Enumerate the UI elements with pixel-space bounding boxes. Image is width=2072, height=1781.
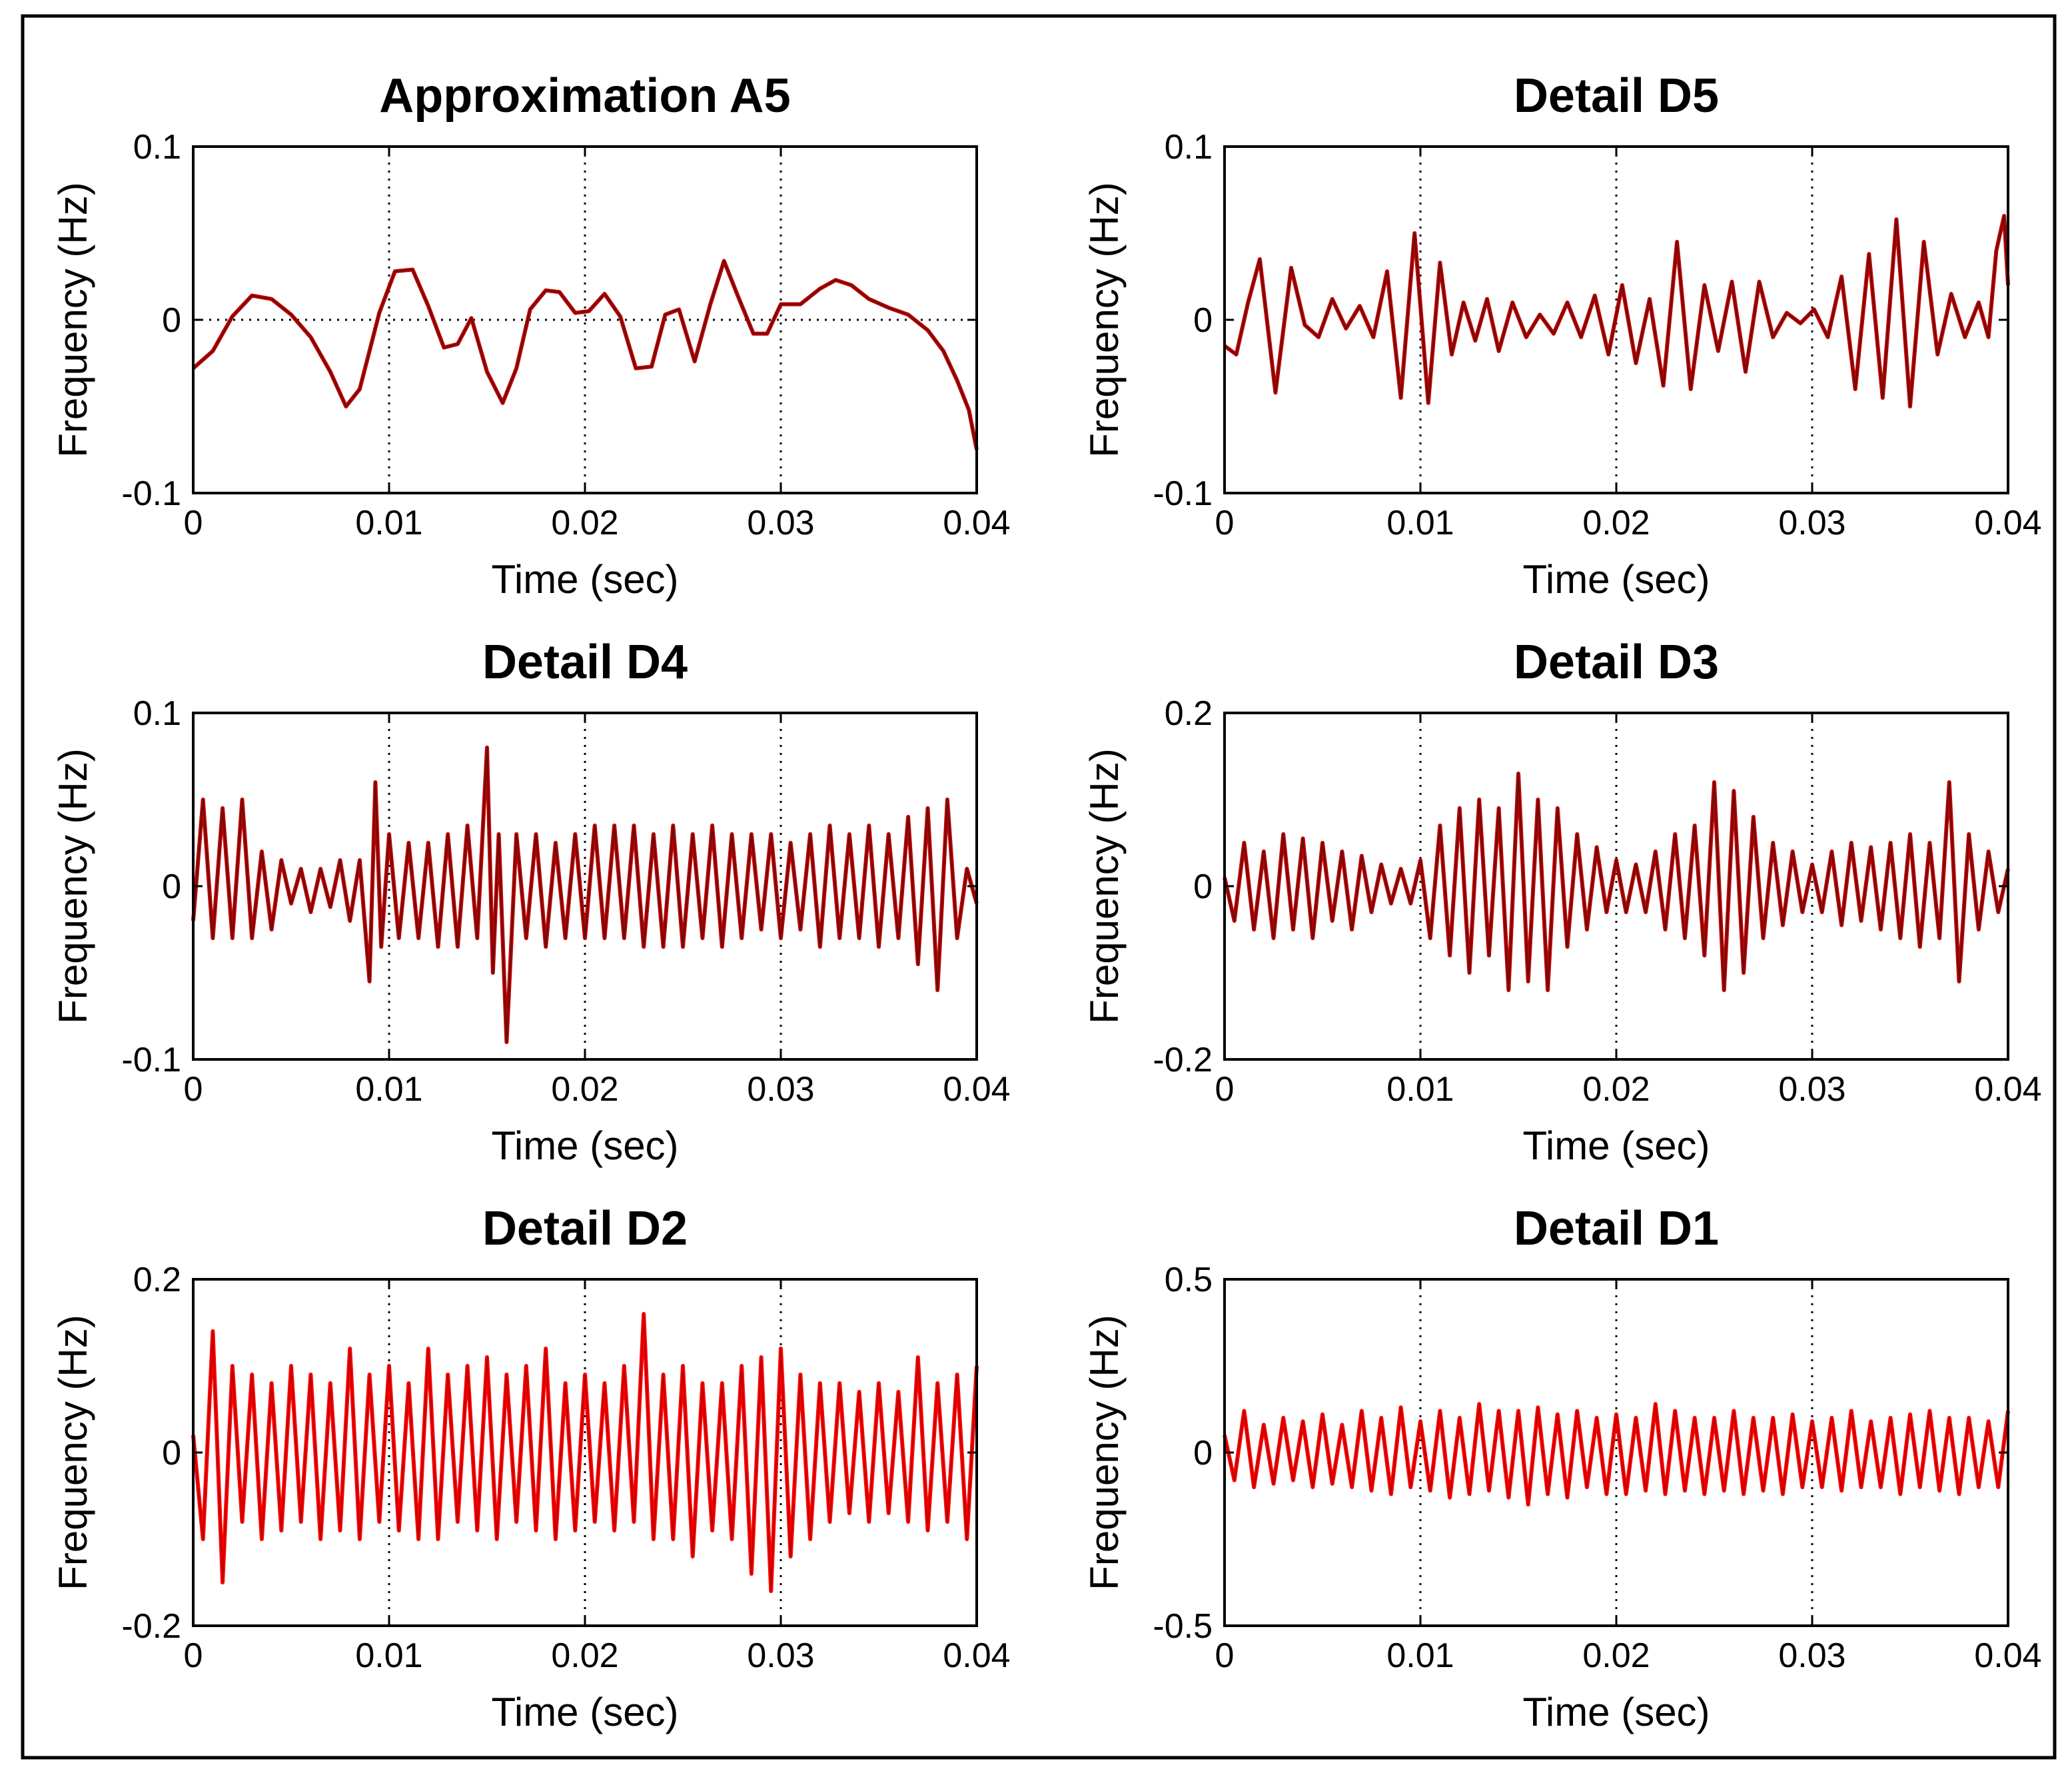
x-tick-label: 0.04: [1974, 504, 2041, 542]
x-tick-label: 0.02: [551, 1070, 618, 1109]
y-tick-label: 0.1: [133, 128, 181, 167]
y-tick-label: -0.5: [1153, 1607, 1213, 1646]
x-tick-label: 0.01: [355, 1070, 422, 1109]
x-tick-label: 0.04: [943, 1070, 1010, 1109]
x-tick-label: 0.03: [1778, 1636, 1845, 1675]
signal-line-shadow: [193, 747, 977, 1043]
x-tick-label: 0.02: [1582, 1070, 1650, 1109]
subplot-title: Detail D4: [482, 636, 688, 689]
x-tick-label: 0.03: [1778, 1070, 1845, 1109]
x-axis-label: Time (sec): [491, 1690, 678, 1734]
x-tick-label: 0: [1215, 1070, 1235, 1109]
y-axis-label: Frequency (Hz): [51, 182, 95, 457]
x-axis-label: Time (sec): [491, 1123, 678, 1168]
y-tick-label: 0: [162, 1434, 181, 1473]
y-tick-label: 0.2: [133, 1261, 181, 1299]
subplot-title: Detail D1: [1514, 1202, 1719, 1255]
subplot-top-left: Approximation A50 0.01 0.02 0.03 0.04-0.100.…: [51, 69, 1011, 602]
y-axis-label: Frequency (Hz): [1082, 182, 1127, 457]
signal-line-shadow: [1224, 215, 2009, 407]
y-axis-label: Frequency (Hz): [51, 1315, 95, 1590]
x-tick-label: 0.02: [551, 504, 618, 542]
x-tick-label: 0.03: [747, 504, 814, 542]
y-tick-label: 0.1: [133, 694, 181, 733]
y-tick-label: 0: [1193, 868, 1213, 906]
x-tick-label: 0: [184, 1070, 203, 1109]
x-tick-label: 0.04: [1974, 1636, 2041, 1675]
y-tick-label: -0.1: [121, 474, 181, 513]
subplot-title: Detail D3: [1514, 636, 1719, 689]
x-tick-label: 0.01: [1386, 1070, 1454, 1109]
y-tick-label: 0: [162, 301, 181, 340]
y-axis-label: Frequency (Hz): [51, 748, 95, 1023]
x-tick-label: 0.03: [747, 1636, 814, 1675]
y-axis-label: Frequency (Hz): [1082, 1315, 1127, 1590]
figure-frame: [21, 14, 2057, 1760]
y-tick-label: -0.1: [121, 1041, 181, 1079]
x-tick-label: 0: [184, 504, 203, 542]
signal-line-shadow: [193, 1313, 977, 1592]
x-tick-label: 0.03: [1778, 504, 1845, 542]
y-axis-label: Frequency (Hz): [1082, 748, 1127, 1023]
x-tick-label: 0: [1215, 1636, 1235, 1675]
y-tick-label: 0.1: [1165, 128, 1213, 167]
y-tick-label: 0: [162, 868, 181, 906]
x-tick-label: 0.04: [943, 1636, 1010, 1675]
subplot-title: Detail D2: [482, 1202, 688, 1255]
y-tick-label: -0.2: [121, 1607, 181, 1646]
x-tick-label: 0.02: [1582, 504, 1650, 542]
x-tick-label: 0.02: [551, 1636, 618, 1675]
subplot-title: Approximation A5: [379, 69, 790, 123]
x-axis-label: Time (sec): [1522, 557, 1710, 602]
y-tick-label: 0: [1193, 301, 1213, 340]
x-tick-label: 0.01: [1386, 1636, 1454, 1675]
y-tick-label: 0.5: [1165, 1261, 1213, 1299]
x-tick-label: 0.01: [355, 1636, 422, 1675]
y-tick-label: -0.1: [1153, 474, 1213, 513]
x-axis-label: Time (sec): [491, 557, 678, 602]
x-tick-label: 0.04: [943, 504, 1010, 542]
subplot-title: Detail D5: [1514, 69, 1719, 123]
x-axis-label: Time (sec): [1522, 1123, 1710, 1168]
signal-line-shadow: [1224, 773, 2009, 991]
signal-line-shadow: [193, 260, 977, 450]
x-tick-label: 0.01: [1386, 504, 1454, 542]
signal-line-shadow: [1224, 1403, 2009, 1505]
x-tick-label: 0.02: [1582, 1636, 1650, 1675]
y-tick-label: 0: [1193, 1434, 1213, 1473]
y-tick-label: -0.2: [1153, 1041, 1213, 1079]
x-tick-label: 0.03: [747, 1070, 814, 1109]
subplot-grid: Approximation A50 0.01 0.02 0.03 0.04-0.100.…: [51, 69, 2042, 1734]
x-axis-label: Time (sec): [1522, 1690, 1710, 1734]
x-tick-label: 0.04: [1974, 1070, 2041, 1109]
x-tick-label: 0.01: [355, 504, 422, 542]
x-tick-label: 0: [184, 1636, 203, 1675]
x-tick-label: 0: [1215, 504, 1235, 542]
y-tick-label: 0.2: [1165, 694, 1213, 733]
